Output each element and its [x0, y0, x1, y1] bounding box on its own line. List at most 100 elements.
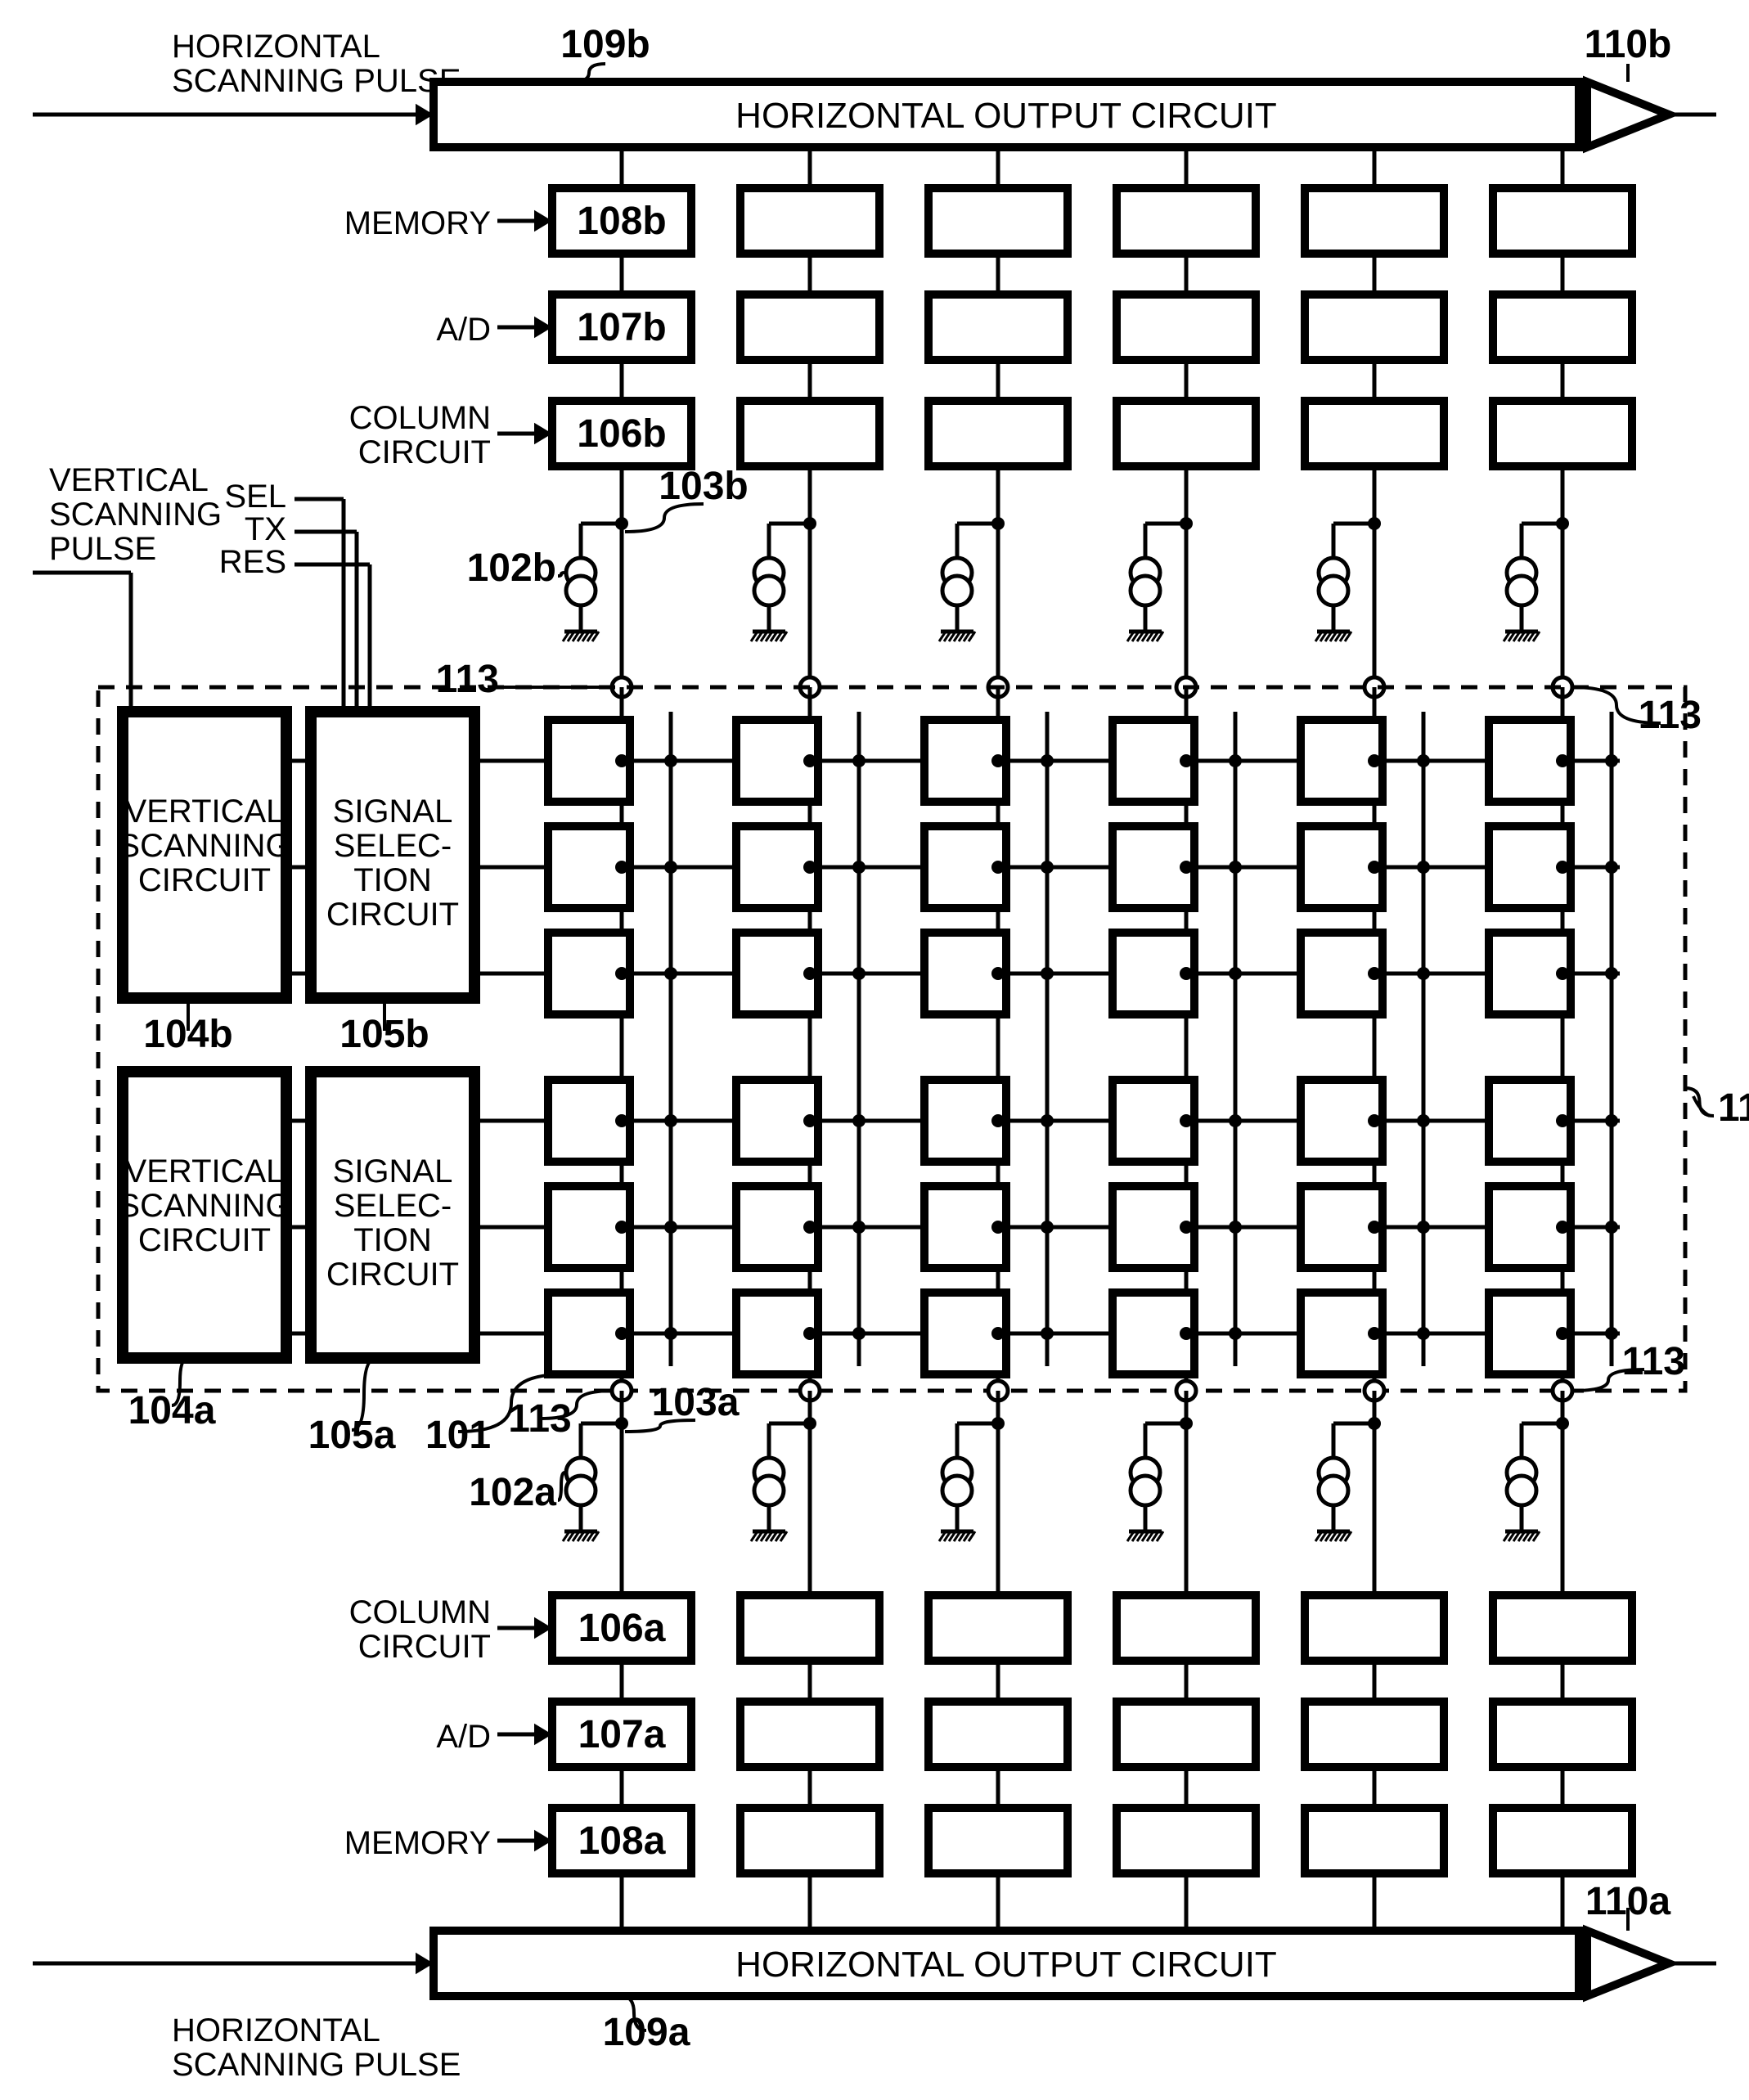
top-107b-cell: [928, 295, 1068, 360]
bot-106a-cell: [1493, 1595, 1632, 1661]
current-source-top: [1319, 576, 1348, 605]
hsp-label-top: HORIZONTALSCANNING PULSE: [172, 29, 461, 99]
top-108b-cell: [928, 188, 1068, 254]
current-source-bottom: [1507, 1476, 1536, 1505]
hoc-top-text: HORIZONTAL OUTPUT CIRCUIT: [735, 96, 1277, 136]
top-108b-cell: [1117, 188, 1256, 254]
ssc-lower-text: SIGNALSELEC-TIONCIRCUIT: [326, 1153, 459, 1293]
current-source-bottom: [754, 1476, 784, 1505]
junction: [1180, 1114, 1193, 1127]
top-107b-cell: [1493, 295, 1632, 360]
junction: [803, 967, 816, 980]
ref-103a: 103a: [652, 1381, 740, 1424]
junction: [1368, 967, 1381, 980]
junction: [1180, 967, 1193, 980]
junction: [991, 1221, 1005, 1234]
junction: [1368, 861, 1381, 874]
junction: [991, 967, 1005, 980]
bot-106a-cell: [1305, 1595, 1444, 1661]
ref-113-br: 113: [1622, 1340, 1685, 1383]
ref-104a: 104a: [128, 1389, 216, 1432]
ref-113-tr: 113: [1639, 694, 1702, 737]
ref-109a: 109a: [603, 2011, 690, 2054]
ref-107a: 107a: [578, 1713, 666, 1756]
bot-106a-cell: [740, 1595, 879, 1661]
hsp-label-bottom: HORIZONTALSCANNING PULSE: [172, 2012, 461, 2083]
bot-107a-cell: [1305, 1702, 1444, 1767]
ref-105a: 105a: [308, 1414, 396, 1457]
ref-103b: 103b: [659, 465, 748, 508]
bot-106a-label: COLUMNCIRCUIT: [349, 1594, 491, 1665]
junction: [803, 1327, 816, 1340]
sel-label: SEL: [224, 479, 286, 515]
top-108b-cell: [1305, 188, 1444, 254]
ref-102a: 102a: [469, 1471, 556, 1514]
junction: [803, 1221, 816, 1234]
junction: [1556, 1114, 1569, 1127]
bot-107a-cell: [1117, 1702, 1256, 1767]
ref-111: 111: [1718, 1086, 1749, 1130]
junction: [1180, 754, 1193, 767]
top-108b-cell: [740, 188, 879, 254]
junction: [991, 1327, 1005, 1340]
top-107b-cell: [1117, 295, 1256, 360]
junction: [991, 1114, 1005, 1127]
top-106b-cell: [1493, 401, 1632, 466]
junction: [1556, 1221, 1569, 1234]
junction: [1368, 754, 1381, 767]
ref-106a: 106a: [578, 1607, 666, 1650]
top-107b-cell: [740, 295, 879, 360]
bot-107a-cell: [928, 1702, 1068, 1767]
bot-108a-cell: [928, 1808, 1068, 1873]
ref-113-tl: 113: [436, 658, 499, 701]
ref-108a: 108a: [578, 1819, 666, 1863]
current-source-top: [942, 576, 972, 605]
current-source-bottom: [1319, 1476, 1348, 1505]
vsc-upper-text: VERTICALSCANNINGCIRCUIT: [118, 794, 290, 898]
bot-106a-cell: [1117, 1595, 1256, 1661]
current-source-top: [566, 576, 596, 605]
ref-108b: 108b: [577, 200, 666, 243]
bot-108a-cell: [1117, 1808, 1256, 1873]
junction: [803, 1114, 816, 1127]
leader: [625, 504, 704, 532]
bot-108a-cell: [1493, 1808, 1632, 1873]
bot-108a-cell: [1305, 1808, 1444, 1873]
top-106b-cell: [1305, 401, 1444, 466]
junction: [1556, 754, 1569, 767]
bot-107a-cell: [1493, 1702, 1632, 1767]
current-source-bottom: [1131, 1476, 1160, 1505]
ssc-upper-text: SIGNALSELEC-TIONCIRCUIT: [326, 794, 459, 933]
vsc-lower-text: VERTICALSCANNINGCIRCUIT: [118, 1153, 290, 1258]
junction: [615, 861, 628, 874]
current-source-top: [1131, 576, 1160, 605]
bot-106a-cell: [928, 1595, 1068, 1661]
junction: [1368, 1327, 1381, 1340]
bot-107a-cell: [740, 1702, 879, 1767]
junction: [1180, 1221, 1193, 1234]
ref-110b: 110b: [1585, 23, 1672, 66]
amp-top: [1587, 82, 1669, 147]
ref-101: 101: [425, 1414, 491, 1457]
res-label: RES: [219, 544, 286, 580]
hoc-bottom-text: HORIZONTAL OUTPUT CIRCUIT: [735, 1945, 1277, 1985]
junction: [1556, 967, 1569, 980]
junction: [1368, 1221, 1381, 1234]
junction: [803, 754, 816, 767]
junction: [1556, 861, 1569, 874]
junction: [615, 1114, 628, 1127]
junction: [1180, 1327, 1193, 1340]
ref-107b: 107b: [577, 306, 666, 349]
vsp-label: VERTICALSCANNINGPULSE: [49, 462, 222, 567]
top-106b-cell: [928, 401, 1068, 466]
ref-106b: 106b: [577, 412, 666, 456]
junction: [991, 861, 1005, 874]
leader: [1685, 1088, 1714, 1116]
leader: [558, 573, 564, 576]
bot-108a-cell: [740, 1808, 879, 1873]
junction: [1556, 1327, 1569, 1340]
leader: [558, 1473, 564, 1500]
junction: [615, 1221, 628, 1234]
junction: [991, 754, 1005, 767]
current-source-top: [1507, 576, 1536, 605]
